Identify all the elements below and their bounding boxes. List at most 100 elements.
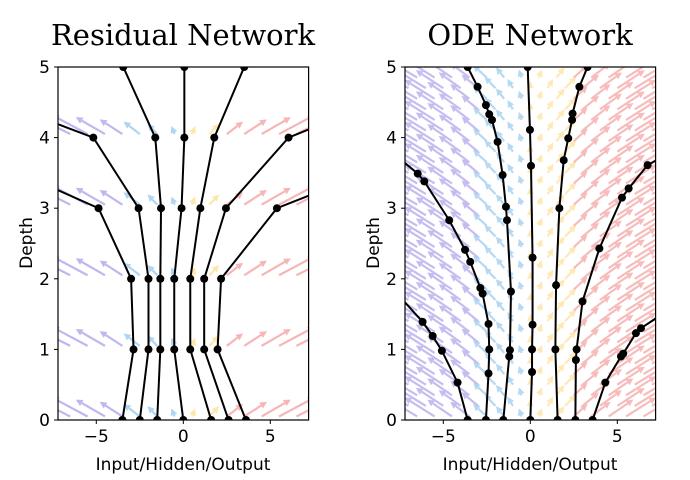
field-arrow <box>607 272 634 291</box>
arrow-shaft <box>670 131 690 152</box>
arrow-shaft <box>510 169 514 174</box>
arrow-head <box>557 67 565 75</box>
x-tick-label: −5 <box>84 427 109 447</box>
field-arrow <box>405 122 436 143</box>
arrow-shaft <box>661 248 690 268</box>
field-arrow <box>625 100 656 121</box>
arrow-head <box>4 252 12 258</box>
arrow-head <box>671 77 679 84</box>
field-arrow <box>495 215 506 227</box>
arrow-shaft <box>405 106 410 111</box>
arrow-shaft <box>634 243 656 259</box>
arrow-head <box>405 376 413 383</box>
arrow-shaft <box>432 106 453 121</box>
field-arrow <box>642 386 656 397</box>
arrow-shaft <box>409 230 436 248</box>
field-arrow <box>564 288 577 301</box>
field-arrow <box>651 190 656 196</box>
arrow-head <box>671 332 679 339</box>
trajectory-point <box>499 416 508 420</box>
field-arrow <box>642 365 656 376</box>
field-arrow <box>634 67 637 68</box>
arrow-shaft <box>190 414 194 417</box>
field-arrow <box>75 328 106 347</box>
arrow-shaft <box>365 291 400 311</box>
arrow-shaft <box>432 148 453 164</box>
field-arrow <box>599 114 622 132</box>
arrow-head <box>189 196 196 205</box>
arrow-shaft <box>432 169 453 185</box>
trajectory-line <box>203 128 309 420</box>
field-arrow <box>625 397 656 418</box>
field-arrow <box>208 194 220 206</box>
field-arrow <box>670 381 690 406</box>
arrow-head <box>637 239 645 247</box>
field-arrow <box>634 285 656 301</box>
field-arrow <box>495 321 506 333</box>
arrow-shaft <box>546 402 551 407</box>
arrow-head <box>568 140 577 148</box>
arrow-shaft <box>466 226 479 238</box>
field-arrow <box>625 227 656 248</box>
trajectory-point <box>428 331 437 340</box>
field-arrow <box>415 67 436 79</box>
arrow-head <box>283 399 291 407</box>
arrow-shaft <box>455 129 471 143</box>
trajectory-point <box>618 193 627 202</box>
trajectory-line <box>405 300 469 420</box>
field-arrow <box>651 106 656 111</box>
arrow-head <box>660 343 668 350</box>
field-arrow <box>359 372 400 396</box>
arrow-shaft <box>58 117 89 136</box>
field-arrow <box>625 206 656 227</box>
arrow-shaft <box>625 294 651 312</box>
arrow-head <box>405 397 413 405</box>
field-arrow <box>189 408 196 417</box>
field-arrow <box>517 154 525 163</box>
arrow-head <box>637 91 645 99</box>
arrow-head <box>648 58 656 65</box>
field-arrow <box>517 69 525 78</box>
arrow-head <box>536 238 543 247</box>
arrow-head <box>517 323 525 332</box>
field-arrow <box>527 60 534 67</box>
arrow-shaft <box>573 174 584 185</box>
field-arrow <box>536 133 543 142</box>
field-arrow <box>473 213 488 227</box>
arrow-shaft <box>510 380 514 386</box>
field-arrow <box>670 318 690 343</box>
trajectory <box>551 67 592 420</box>
arrow-shaft <box>261 190 286 206</box>
arrow-head <box>671 162 679 169</box>
arrow-head <box>147 264 155 273</box>
arrow-shaft <box>642 90 656 100</box>
trajectory-point <box>572 345 581 354</box>
field-arrow <box>661 160 690 184</box>
arrow-shaft <box>590 362 606 375</box>
arrow-shaft <box>581 247 595 259</box>
arrow-shaft <box>510 147 514 153</box>
arrow-head <box>427 124 435 132</box>
arrow-head <box>393 365 401 372</box>
arrow-head <box>99 260 108 268</box>
arrow-shaft <box>81 260 106 277</box>
arrow-head <box>507 78 514 87</box>
trajectory-point <box>210 133 219 142</box>
arrow-shaft <box>151 128 158 135</box>
arrow-shaft <box>405 158 427 174</box>
arrow-shaft <box>634 349 656 365</box>
field-arrow <box>507 227 514 238</box>
field-arrow <box>661 351 690 375</box>
trajectory-point <box>153 416 162 420</box>
field-arrow <box>634 370 656 386</box>
field-arrow <box>405 238 418 248</box>
arrow-head <box>580 234 588 242</box>
field-arrow <box>438 93 462 111</box>
field-arrow <box>642 280 656 291</box>
field-arrow <box>651 254 656 259</box>
field-arrow <box>517 175 525 184</box>
arrow-head <box>648 100 656 108</box>
field-arrow <box>599 72 622 90</box>
arrow-shaft <box>510 359 514 365</box>
arrow-shaft <box>634 307 656 323</box>
